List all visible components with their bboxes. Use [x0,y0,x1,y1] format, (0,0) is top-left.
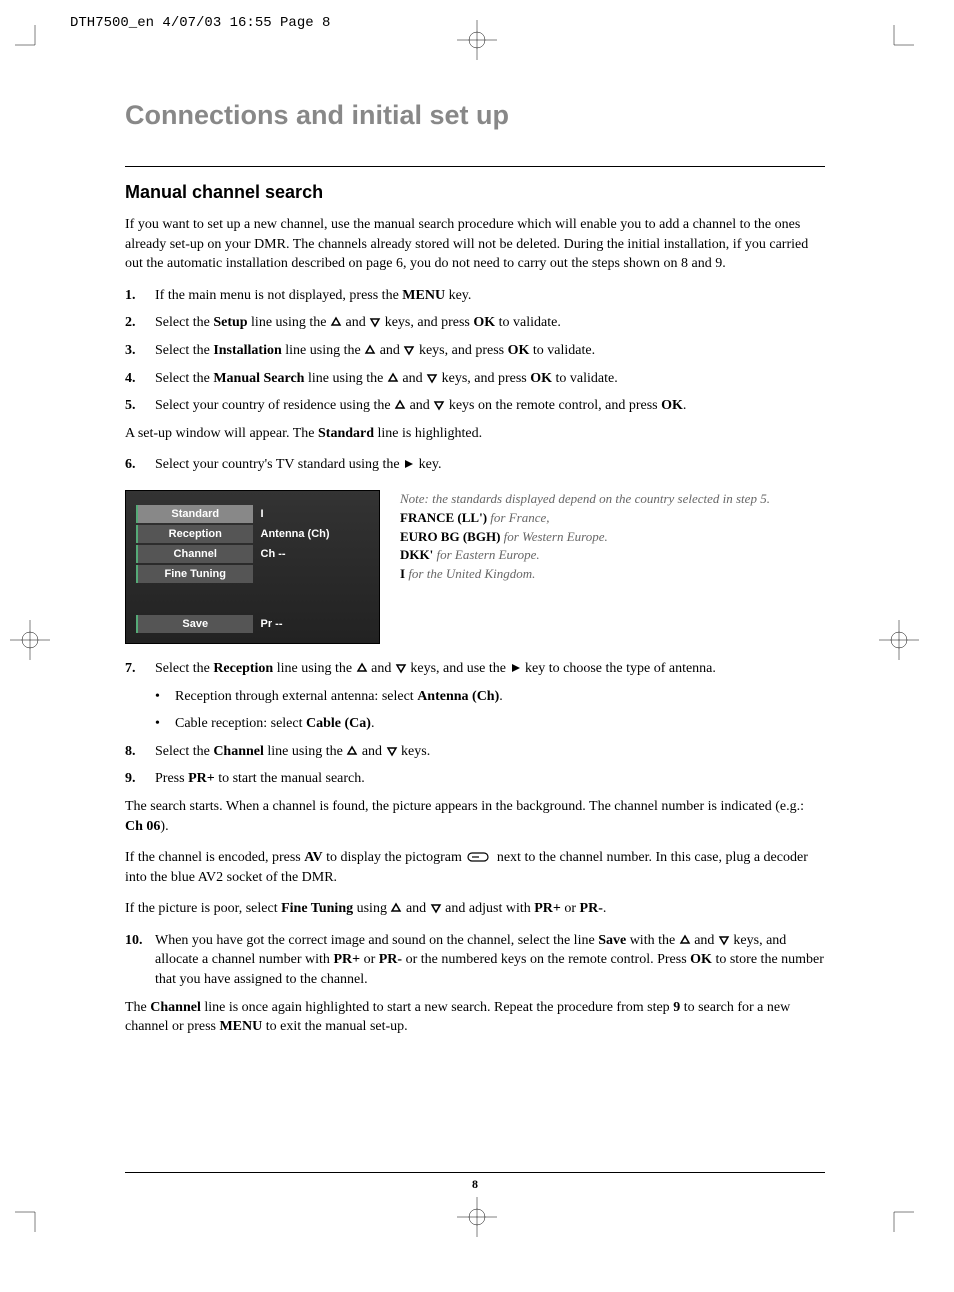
osd-value: I [253,505,370,523]
osd-label: Standard [136,505,253,523]
osd-menu: StandardIReceptionAntenna (Ch)ChannelCh … [125,490,380,644]
right-arrow-icon [403,458,415,470]
registration-mark-icon [457,20,497,60]
osd-label: Reception [136,525,253,543]
osd-value: Antenna (Ch) [253,525,370,543]
crop-mark-icon [15,25,45,55]
up-arrow-icon [679,934,691,946]
up-arrow-icon [364,344,376,356]
print-header: DTH7500_en 4/07/03 16:55 Page 8 [70,15,330,31]
up-arrow-icon [330,316,342,328]
up-arrow-icon [356,662,368,674]
osd-label: Channel [136,545,253,563]
osd-value [253,565,370,583]
step-3: 3.Select the Installation line using the… [125,341,825,361]
step-2: 2.Select the Setup line using the and ke… [125,313,825,333]
down-arrow-icon [718,934,730,946]
up-arrow-icon [390,902,402,914]
step-4: 4.Select the Manual Search line using th… [125,369,825,389]
section-heading: Manual channel search [125,182,825,203]
down-arrow-icon [426,372,438,384]
step-10: 10.When you have got the correct image a… [125,931,825,990]
osd-table: StandardIReceptionAntenna (Ch)ChannelCh … [136,503,369,585]
page-title: Connections and initial set up [125,100,825,131]
step-6: 6.Select your country's TV standard usin… [125,455,825,475]
step-7: 7.Select the Reception line using the an… [125,659,825,679]
encoded-paragraph: If the channel is encoded, press AV to d… [125,848,825,887]
down-arrow-icon [430,902,442,914]
page-content: Connections and initial set up Manual ch… [125,100,825,1049]
osd-save-row: SavePr -- [136,613,369,635]
figure-row: StandardIReceptionAntenna (Ch)ChannelCh … [125,490,825,644]
step-1: 1.If the main menu is not displayed, pre… [125,286,825,306]
up-arrow-icon [394,399,406,411]
poor-picture-paragraph: If the picture is poor, select Fine Tuni… [125,899,825,919]
down-arrow-icon [386,745,398,757]
registration-mark-icon [879,620,919,660]
standards-notes: Note: the standards displayed depend on … [400,490,825,584]
registration-mark-icon [10,620,50,660]
decoder-pictogram-icon [467,850,491,864]
divider [125,166,825,167]
crop-mark-icon [884,1202,914,1232]
down-arrow-icon [395,662,407,674]
up-arrow-icon [346,745,358,757]
bullet-antenna: •Reception through external antenna: sel… [155,687,825,707]
bullet-cable: •Cable reception: select Cable (Ca). [155,714,825,734]
crop-mark-icon [15,1202,45,1232]
page-number: 8 [125,1172,825,1192]
setup-window-note: A set-up window will appear. The Standar… [125,424,825,444]
final-paragraph: The Channel line is once again highlight… [125,998,825,1037]
up-arrow-icon [387,372,399,384]
step-9: 9.Press PR+ to start the manual search. [125,769,825,789]
note-text: Note: the standards displayed depend on … [400,490,825,509]
down-arrow-icon [433,399,445,411]
osd-value: Ch -- [253,545,370,563]
right-arrow-icon [510,662,522,674]
step-8: 8.Select the Channel line using the and … [125,742,825,762]
step-5: 5.Select your country of residence using… [125,396,825,416]
osd-label: Fine Tuning [136,565,253,583]
down-arrow-icon [403,344,415,356]
down-arrow-icon [369,316,381,328]
search-paragraph: The search starts. When a channel is fou… [125,797,825,836]
registration-mark-icon [457,1197,497,1237]
crop-mark-icon [884,25,914,55]
intro-paragraph: If you want to set up a new channel, use… [125,215,825,274]
